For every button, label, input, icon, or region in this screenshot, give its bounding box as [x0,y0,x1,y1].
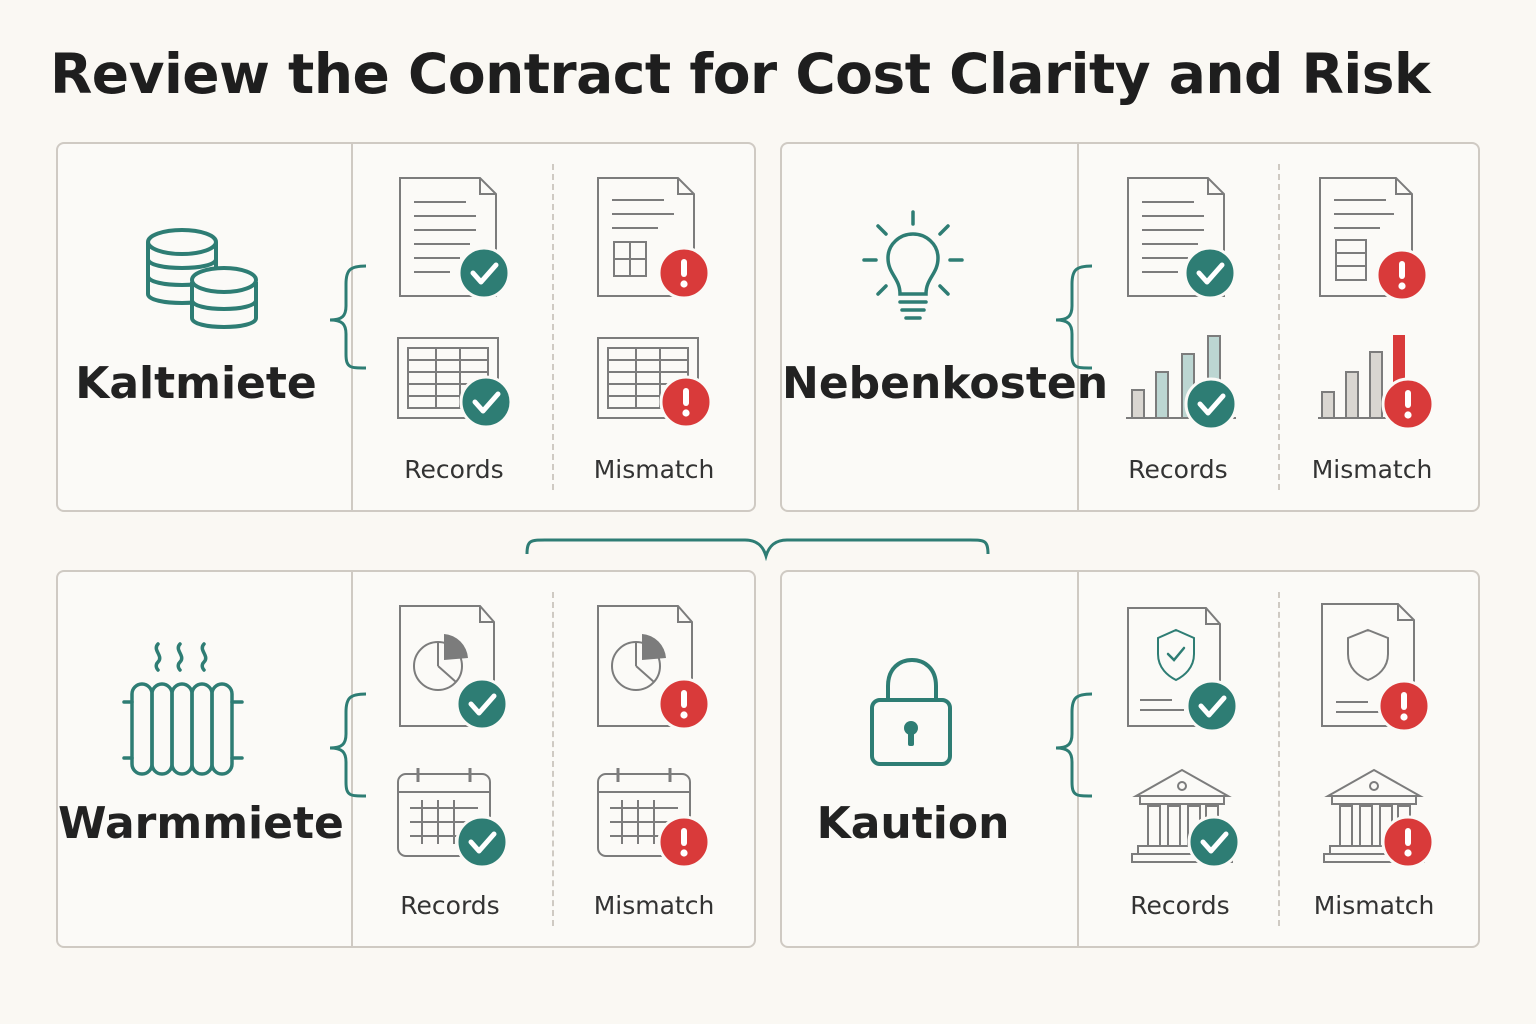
document-shield-alert-icon [1321,603,1431,733]
brace-icon [328,692,368,798]
records-label: Records [400,891,500,920]
page-title: Review the Contract for Cost Clarity and… [49,42,1431,106]
brace-icon [1054,692,1094,798]
spreadsheet-check-icon [397,337,538,458]
document-check-icon [399,177,540,318]
document-pie-alert-icon [597,605,711,731]
card-label: Nebenkosten [782,358,1109,409]
document-alert-icon [597,177,711,300]
lightbulb-icon [862,210,964,320]
brace-icon [328,264,368,370]
records-label: Records [1128,455,1228,484]
records-label: Records [404,455,504,484]
bank-alert-icon [1323,769,1435,869]
radiator-icon [122,642,244,776]
document-alert-icon [1319,177,1429,302]
records-label: Records [1130,891,1230,920]
bar-chart-alert-icon [1318,335,1435,431]
card-label: Kaution [816,798,1010,849]
mismatch-label: Mismatch [593,455,715,484]
padlock-icon [870,657,952,766]
mismatch-label: Mismatch [1313,891,1435,920]
card-label: Warmmiete [58,798,344,849]
mismatch-label: Mismatch [593,891,715,920]
card-label: Kaltmiete [75,358,317,409]
mismatch-label: Mismatch [1311,455,1433,484]
document-pie-check-icon [399,605,540,746]
document-check-icon [1127,177,1268,318]
coins-icon [146,228,258,329]
spreadsheet-alert-icon [597,337,713,429]
document-shield-check-icon [1127,607,1268,748]
brace-icon [1054,264,1094,370]
bar-chart-check-icon [1126,335,1256,434]
bank-check-icon [1131,769,1276,886]
calendar-alert-icon [596,766,711,869]
calendar-check-icon [396,766,538,888]
